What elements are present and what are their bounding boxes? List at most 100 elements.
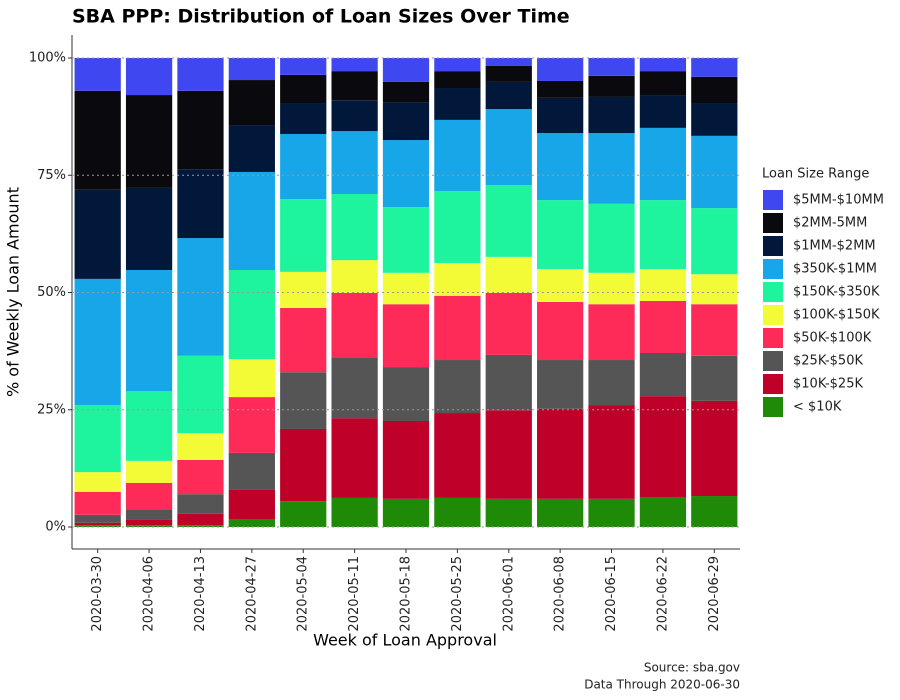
bar-segment	[382, 304, 430, 368]
bar-segment	[331, 71, 378, 101]
bar-segment	[639, 58, 687, 72]
x-axis-title: Week of Loan Approval	[313, 631, 497, 650]
bar-segment	[639, 95, 687, 128]
bar-segment	[691, 208, 738, 275]
bar-segment	[280, 271, 327, 308]
bar-segment	[537, 58, 584, 81]
bar-segment	[382, 81, 430, 103]
bar-segment	[434, 119, 481, 192]
bar-segment	[228, 397, 275, 453]
x-tick-label: 2020-06-08	[553, 556, 568, 632]
bar-segment	[691, 58, 738, 77]
x-tick-label: 2020-04-27	[244, 556, 259, 632]
bar-segment	[228, 58, 275, 81]
bar-segment	[588, 96, 635, 134]
legend-swatch	[763, 213, 783, 233]
bar-segment	[434, 88, 481, 120]
x-tick-label: 2020-06-01	[501, 556, 516, 632]
bar-segment	[125, 519, 173, 526]
bar-segment	[691, 355, 738, 401]
bar-segment	[485, 498, 532, 527]
bar-segment	[125, 58, 173, 96]
bar-segment	[331, 58, 378, 72]
legend-label: $25K-$50K	[793, 354, 863, 369]
bar-segment	[74, 278, 121, 406]
bar-segment	[331, 497, 378, 527]
bar-segment	[74, 189, 121, 279]
bar-segment	[691, 135, 738, 209]
legend-label: $350K-$1MM	[793, 262, 877, 277]
legend-label: $150K-$350K	[793, 285, 880, 300]
bar-segment	[177, 525, 224, 527]
y-tick-label: 100%	[29, 51, 66, 66]
bar-segment	[228, 80, 275, 126]
bar-segment	[177, 355, 224, 434]
bar-segment	[434, 262, 481, 296]
bar-segment	[74, 525, 121, 527]
bar-segment	[588, 203, 635, 273]
bar-segment	[588, 133, 635, 204]
legend-swatch	[763, 351, 783, 371]
bar-segment	[537, 269, 584, 302]
bar-segment	[588, 272, 635, 305]
bar-segment	[280, 307, 327, 373]
bar-segment	[177, 90, 224, 170]
x-tick-label: 2020-05-04	[296, 556, 311, 632]
bar-segment	[588, 360, 635, 406]
bar-segment	[177, 494, 224, 514]
bar-segment	[639, 200, 687, 270]
bar-segment	[228, 452, 275, 490]
bar-segment	[125, 460, 173, 483]
bar-segment	[382, 272, 430, 305]
bar-segment	[280, 58, 327, 75]
caption: Source: sba.gov	[644, 661, 740, 675]
bar-segment	[434, 497, 481, 527]
legend-label: $1MM-$2MM	[793, 239, 876, 254]
bar-segment	[74, 90, 121, 190]
bar-segment	[485, 65, 532, 82]
bar-segment	[485, 354, 532, 411]
legend-swatch	[763, 236, 783, 256]
bar-segment	[382, 498, 430, 527]
bar-segment	[434, 295, 481, 361]
bar-segment	[537, 80, 584, 98]
bar-segment	[280, 372, 327, 429]
bar-segment	[331, 260, 378, 293]
y-axis-title: % of Weekly Loan Amount	[4, 187, 23, 397]
bar-segment	[125, 269, 173, 391]
y-tick-label: 0%	[45, 520, 66, 535]
bar-segment	[74, 491, 121, 515]
bar-segment	[639, 300, 687, 354]
y-tick-label: 25%	[37, 402, 66, 417]
bar-segment	[331, 131, 378, 195]
x-tick-label: 2020-06-22	[655, 556, 670, 632]
y-tick-label: 75%	[37, 168, 66, 183]
bar-segment	[177, 433, 224, 460]
bar-segment	[537, 301, 584, 361]
bar-segment	[537, 408, 584, 499]
bar-segment	[74, 58, 121, 91]
bar-segment	[280, 133, 327, 200]
x-tick-label: 2020-05-25	[450, 556, 465, 632]
bar-segment	[177, 169, 224, 239]
x-tick-label: 2020-06-15	[604, 556, 619, 632]
bar-segment	[639, 396, 687, 497]
legend-swatch	[763, 305, 783, 325]
bar-segment	[228, 125, 275, 172]
legend-label: $10K-$25K	[793, 377, 863, 392]
bar-segment	[228, 269, 275, 360]
bar-segment	[74, 514, 121, 523]
bar-segment	[228, 519, 275, 527]
bar-segment	[382, 102, 430, 141]
bar-segment	[331, 292, 378, 358]
bar-segment	[639, 127, 687, 201]
bar-segment	[382, 421, 430, 499]
bar-segment	[691, 400, 738, 497]
x-tick-label: 2020-04-06	[142, 556, 157, 632]
x-tick-label: 2020-04-13	[193, 556, 208, 632]
bar-segment	[537, 97, 584, 134]
bar-segment	[382, 207, 430, 273]
x-tick-label: 2020-05-11	[347, 556, 362, 632]
bar-segment	[691, 103, 738, 136]
